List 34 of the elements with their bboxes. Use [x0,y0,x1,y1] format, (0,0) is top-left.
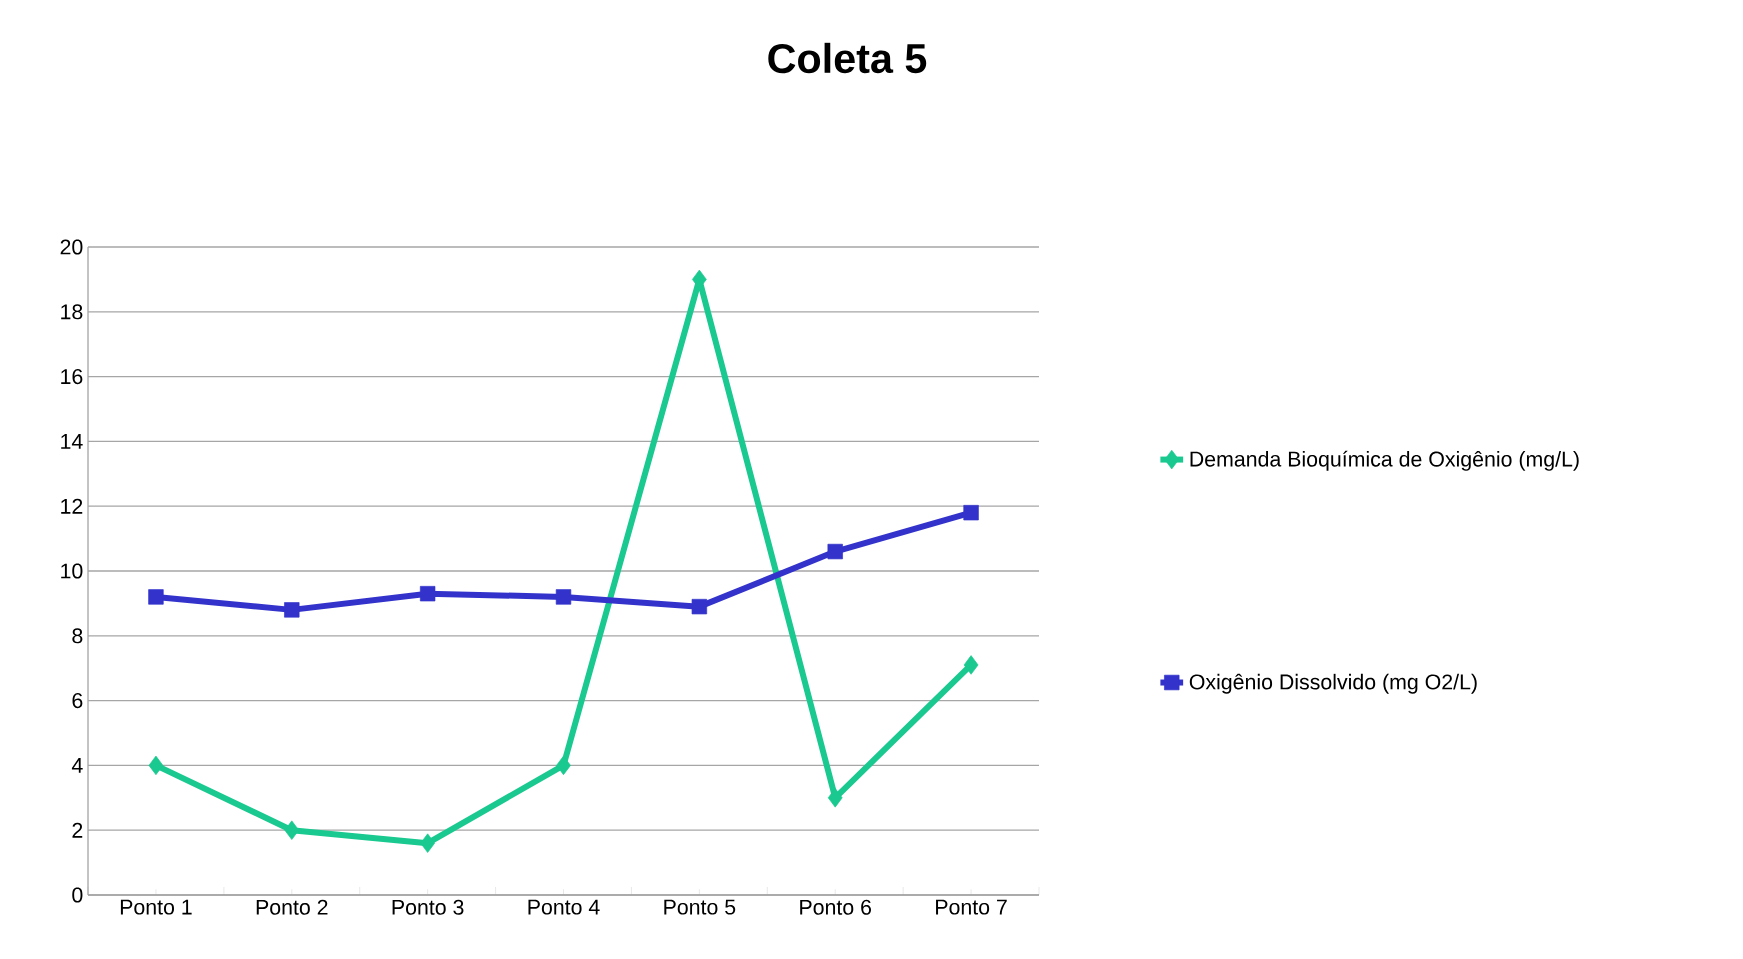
y-tick-label: 4 [71,758,83,773]
point [827,788,843,808]
x-tick-label: Ponto 2 [256,899,328,915]
y-tick-label: 2 [72,822,83,838]
x-tick-label: Ponto 4 [528,899,600,915]
point [420,833,435,853]
legend-label: Demanda Bioquímica de Oxigênio (mg/L) [1190,450,1579,471]
point [963,505,979,521]
y-tick-label: 20 [60,239,83,255]
point [284,602,300,618]
point [148,755,164,776]
y-tick-label: 6 [72,693,83,709]
legend-label: Oxigênio Dissolvido (mg O2/L) [1189,673,1477,694]
point [419,586,436,602]
point [148,589,164,605]
point [963,655,979,675]
x-tick-label: Ponto 6 [800,899,872,915]
point [556,755,571,776]
point [691,598,708,615]
point [284,820,300,840]
point [827,543,843,560]
x-tick-label: Ponto 1 [120,899,192,915]
y-tick-label: 0 [72,887,83,903]
point [555,589,572,605]
y-tick-label: 18 [61,304,83,320]
chart-title: Coleta 5 [768,42,927,74]
y-tick-label: 12 [61,498,83,514]
y-tick-label: 8 [72,628,83,644]
y-tick-label: 10 [61,563,83,579]
x-tick-label: Ponto 5 [664,899,736,915]
y-tick-label: 14 [61,434,83,449]
x-tick-label: Ponto 7 [936,899,1007,915]
y-tick-label: 16 [61,369,83,385]
x-tick-label: Ponto 3 [392,899,464,915]
